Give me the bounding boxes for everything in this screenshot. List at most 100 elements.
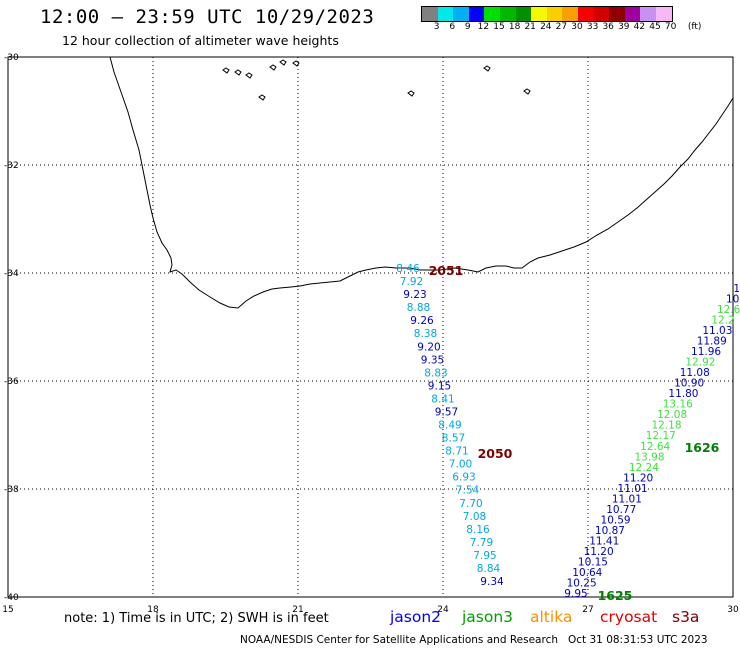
wave-height-label: 10.87 — [595, 525, 625, 537]
pass-id-label: 1625 — [598, 588, 633, 603]
island-outline — [279, 59, 287, 66]
island-outline — [258, 94, 266, 101]
colorbar-swatch — [640, 7, 656, 21]
wave-height-label: 8.71 — [445, 446, 468, 458]
legend-item-altika: altika — [530, 608, 573, 626]
colorbar-unit: (ft) — [687, 22, 702, 32]
wave-height-label: 12.24 — [629, 462, 659, 474]
colorbar-labels: 3 6 9 12 15 18 21 24 27 30 33 36 39 42 45 70 (ft) — [421, 22, 740, 34]
colorbar-swatch — [624, 7, 641, 21]
wave-height-label: 11.20 — [623, 472, 653, 484]
credits-line: NOAA/NESDIS Center for Satellite Applica… — [240, 634, 708, 646]
colorbar-label: 15 — [493, 22, 505, 32]
wave-height-label: 7.95 — [473, 550, 496, 562]
colorbar-swatch — [437, 7, 454, 21]
wave-height-label: 12.17 — [646, 430, 676, 442]
wave-height-label: 9.57 — [435, 406, 458, 418]
wave-height-label: 8.84 — [477, 563, 501, 575]
wave-height-label: 13.98 — [634, 451, 664, 463]
wave-height-label: 10.15 — [578, 556, 608, 568]
wave-height-label: 10.64 — [572, 567, 602, 579]
colorbar-swatch — [515, 7, 532, 21]
wave-height-label: 8.38 — [414, 328, 437, 340]
wave-height-label: 11 — [733, 283, 740, 295]
wave-height-label: 11.89 — [697, 336, 727, 348]
pass-id-label: 2050 — [478, 446, 513, 461]
colorbar-swatch — [453, 7, 469, 21]
legend-item-jason2: jason2 — [390, 608, 442, 626]
colorbar-label: 39 — [618, 22, 630, 32]
lat-label: -32 — [4, 161, 19, 171]
wave-height-label: 10.90 — [674, 378, 704, 390]
wave-height-colorbar — [421, 6, 673, 22]
wave-height-label: 8.88 — [407, 302, 430, 314]
wave-height-label: 8.83 — [424, 367, 447, 379]
colorbar-label: 18 — [508, 22, 521, 32]
wave-height-label: 9.20 — [417, 341, 440, 353]
lon-label: 30 — [727, 605, 739, 615]
lat-label: -36 — [4, 377, 19, 387]
wave-height-label: 12.2 — [711, 315, 734, 327]
island-outline — [269, 64, 277, 71]
wave-height-label: 12.6 — [717, 304, 740, 316]
colorbar-swatch — [422, 7, 438, 21]
wave-height-label: 8.46 — [396, 263, 420, 275]
legend-item-s3a: s3a — [672, 608, 700, 626]
colorbar-label: 45 — [649, 22, 661, 32]
wave-height-label: 11.01 — [618, 483, 648, 495]
wave-height-label: 7.54 — [456, 485, 480, 497]
wave-height-label: 11.01 — [612, 493, 642, 505]
colorbar-label: 21 — [524, 22, 536, 32]
colorbar-label: 70 — [664, 22, 677, 32]
colorbar-label: 9 — [464, 22, 471, 32]
colorbar-swatch — [546, 7, 563, 21]
wave-height-label: 13.16 — [663, 399, 693, 411]
wave-height-label: 9.26 — [410, 315, 434, 327]
colorbar-swatch — [468, 7, 485, 21]
colorbar-label: 12 — [477, 22, 490, 32]
wave-height-label: 9.35 — [421, 354, 444, 366]
map-subtitle: 12 hour collection of altimeter wave hei… — [62, 33, 339, 48]
colorbar-swatch — [609, 7, 625, 21]
map-frame — [7, 56, 734, 598]
legend-item-jason3: jason3 — [462, 608, 514, 626]
colorbar-label: 36 — [602, 22, 614, 32]
lon-label: 21 — [292, 605, 303, 615]
colorbar-swatch — [499, 7, 516, 21]
lon-label: 18 — [147, 605, 159, 615]
wave-height-label: 11.80 — [668, 388, 698, 400]
coastline — [109, 56, 734, 309]
wave-height-label: 12.08 — [657, 409, 687, 421]
wave-height-label: 9.23 — [403, 289, 426, 301]
island-outline — [292, 60, 300, 67]
island-outline — [245, 72, 253, 79]
wave-height-label: 11.08 — [680, 367, 710, 379]
map-title: 12:00 – 23:59 UTC 10/29/2023 — [40, 6, 375, 28]
colorbar-swatch — [655, 7, 672, 21]
lon-label: 15 — [2, 605, 13, 615]
wave-height-label: 9.95 — [564, 588, 587, 600]
wave-height-label: 9.15 — [428, 380, 451, 392]
wave-height-label: 8.57 — [442, 433, 465, 445]
wave-height-label: 12.18 — [651, 420, 681, 432]
wave-height-label: 11.96 — [691, 346, 721, 358]
units-note: note: 1) Time is in UTC; 2) SWH is in fe… — [64, 611, 329, 626]
wave-height-label: 12.64 — [640, 441, 670, 453]
wave-height-label: 9.34 — [480, 576, 504, 588]
wave-height-label: 7.79 — [470, 537, 493, 549]
lat-label: -30 — [4, 53, 19, 63]
wave-height-label: 10.77 — [606, 504, 636, 516]
lat-label: -38 — [4, 485, 19, 495]
colorbar-label: 27 — [555, 22, 568, 32]
wave-height-label: 10. — [726, 294, 740, 306]
legend-item-cryosat: cryosat — [600, 608, 658, 626]
wave-height-label: 8.41 — [431, 393, 454, 405]
island-outline — [407, 90, 415, 97]
island-outline — [222, 67, 230, 74]
island-outline — [523, 88, 531, 95]
wave-height-label: 7.08 — [463, 511, 486, 523]
colorbar-swatch — [562, 7, 578, 21]
lat-label: -34 — [4, 269, 19, 279]
pass-id-label: 2051 — [429, 263, 464, 278]
wave-height-label: 7.92 — [400, 276, 423, 288]
